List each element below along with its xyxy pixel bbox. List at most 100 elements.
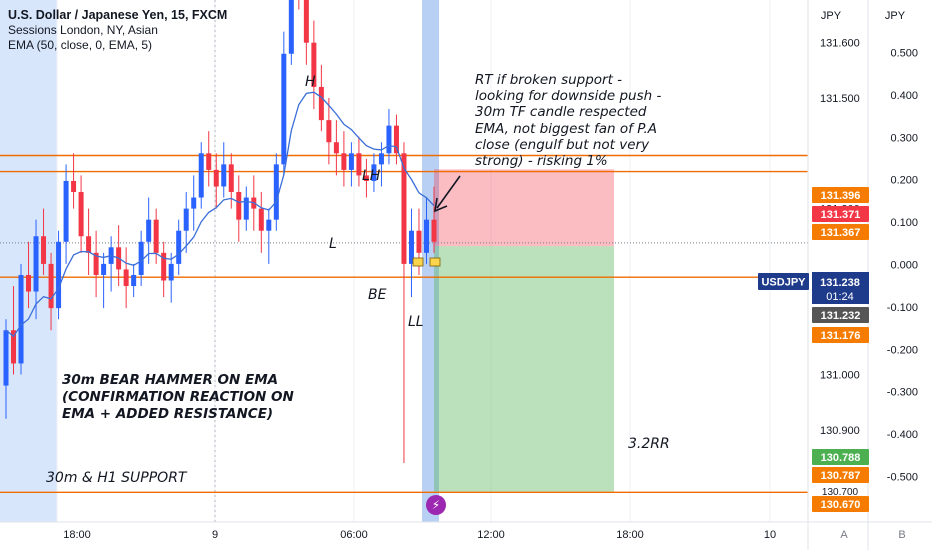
bar-countdown: 01:24 <box>826 291 854 303</box>
note-line: close (engulf but not very <box>475 136 650 153</box>
candle-body <box>303 0 309 43</box>
candle-body <box>11 330 17 364</box>
chart-legend: U.S. Dollar / Japanese Yen, 15, FXCM Ses… <box>8 8 227 53</box>
candle-body <box>86 236 92 253</box>
candle-body <box>33 236 39 292</box>
high-label: H <box>305 74 316 90</box>
time-tick: 10 <box>764 529 776 541</box>
candle-body <box>423 219 429 253</box>
candle-body <box>228 164 234 193</box>
candle-body <box>348 153 354 170</box>
candle-body <box>221 164 227 187</box>
candle-body <box>198 153 204 198</box>
candle-body <box>341 153 347 170</box>
candle-body <box>281 53 287 165</box>
lightning-icon[interactable]: ⚡ <box>426 495 446 515</box>
candle-body <box>236 192 242 220</box>
candle-body <box>416 230 422 253</box>
offset-tick: 0.200 <box>890 175 918 187</box>
time-tick: 18:00 <box>616 529 644 541</box>
candle-body <box>183 208 189 231</box>
break-even-label: BE <box>368 287 387 303</box>
offset-tick: 0.300 <box>890 132 918 144</box>
price-tick: 131.000 <box>820 370 860 382</box>
price-label-bg <box>812 449 869 465</box>
scale-button-b: B <box>898 529 905 541</box>
candle-body <box>266 219 272 231</box>
price-tick: 130.900 <box>820 425 860 437</box>
candle-body <box>191 197 197 209</box>
last-price-bg <box>812 272 869 304</box>
sessions-indicator[interactable]: Sessions London, NY, Asian <box>8 23 158 37</box>
order-marker <box>429 257 441 267</box>
offset-tick: -0.400 <box>887 429 918 441</box>
time-tick: 12:00 <box>477 529 505 541</box>
price-label: 131.371 <box>821 209 861 221</box>
candle-body <box>393 125 399 154</box>
note-line: RT if broken support - <box>475 72 623 88</box>
time-tick: 18:00 <box>63 529 91 541</box>
candle-body <box>56 241 62 309</box>
price-label-bg <box>812 467 869 483</box>
candle-body <box>3 330 9 386</box>
note-line: EMA, not biggest fan of P.A <box>475 120 658 137</box>
candle-body <box>371 164 377 181</box>
candle-body <box>146 219 152 242</box>
candle-body <box>363 175 369 181</box>
candle-body <box>326 120 332 143</box>
candle-body <box>386 125 392 154</box>
note-line: looking for downside push - <box>475 88 662 105</box>
price-label-bg <box>812 187 869 203</box>
candle-body <box>123 269 129 287</box>
price-label: 130.788 <box>821 452 861 464</box>
right-axis-unit: JPY <box>885 10 906 22</box>
price-label-bg <box>812 327 869 343</box>
support-note: 30m & H1 SUPPORT <box>46 470 187 486</box>
candle-body <box>153 219 159 253</box>
price-label-bg <box>812 307 869 323</box>
candle-body <box>431 219 437 242</box>
price-label-bg <box>812 496 869 512</box>
offset-tick: 0.100 <box>890 217 918 229</box>
price-label: 131.367 <box>821 227 861 239</box>
offset-tick: -0.100 <box>887 302 918 314</box>
candle-body <box>408 230 414 264</box>
offset-tick: -0.500 <box>887 472 918 484</box>
price-label-bg <box>812 224 869 240</box>
scale-button-a: A <box>840 529 848 541</box>
ema-indicator[interactable]: EMA (50, close, 0, EMA, 5) <box>8 38 153 52</box>
candle-body <box>311 42 317 87</box>
last-price: 131.238 <box>820 277 860 289</box>
arrow-head <box>433 197 448 213</box>
hammer-note: 30m BEAR HAMMER ON EMA (CONFIRMATION REA… <box>62 372 294 423</box>
take-profit-zone <box>434 246 614 492</box>
candle-body <box>138 241 144 275</box>
hammer-line: EMA + ADDED RESISTANCE) <box>62 406 274 422</box>
candle-body <box>168 263 174 281</box>
candle-body <box>213 169 219 187</box>
candle-body <box>71 180 77 193</box>
candle-body <box>48 263 54 309</box>
price-label: 131.396 <box>821 190 861 202</box>
note-line: 30m TF candle respected <box>475 104 647 121</box>
price-label: 131.176 <box>821 330 861 342</box>
candle-body <box>401 153 407 264</box>
candle-body <box>356 153 362 176</box>
candle-body <box>333 142 339 154</box>
candle-body <box>41 236 47 264</box>
candle-body <box>176 230 182 264</box>
hammer-line: 30m BEAR HAMMER ON EMA <box>62 372 279 388</box>
chart-title: U.S. Dollar / Japanese Yen, 15, FXCM <box>8 8 228 22</box>
note-line: strong) - risking 1% <box>475 153 608 170</box>
candle-body <box>101 263 107 275</box>
candle-body <box>273 164 279 220</box>
candle-body <box>378 153 384 165</box>
stop-loss-zone <box>434 169 614 247</box>
price-label-bg <box>812 206 869 222</box>
offset-tick: -0.300 <box>887 387 918 399</box>
price-label: 131.232 <box>821 310 861 322</box>
candle-body <box>26 274 32 292</box>
ema-line <box>5 91 435 338</box>
candle-body <box>258 208 264 231</box>
